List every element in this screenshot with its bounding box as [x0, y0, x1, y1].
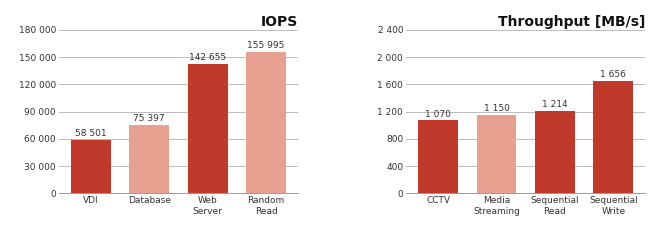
Bar [593, 81, 633, 193]
Bar [535, 111, 575, 193]
Bar [188, 64, 228, 193]
Text: 58 501: 58 501 [75, 129, 107, 138]
Text: 155 995: 155 995 [247, 41, 285, 50]
Text: 1 656: 1 656 [600, 69, 627, 79]
Text: IOPS: IOPS [261, 15, 298, 29]
Text: 1 070: 1 070 [425, 110, 451, 119]
Bar [129, 125, 169, 193]
Bar [246, 52, 286, 193]
Text: 75 397: 75 397 [134, 114, 165, 123]
Text: 142 655: 142 655 [189, 53, 226, 62]
Bar [71, 140, 111, 193]
Text: 1 150: 1 150 [484, 104, 509, 113]
Text: 1 214: 1 214 [542, 100, 568, 109]
Bar [418, 121, 458, 193]
Bar [477, 115, 516, 193]
Text: Throughput [MB/s]: Throughput [MB/s] [498, 15, 645, 29]
